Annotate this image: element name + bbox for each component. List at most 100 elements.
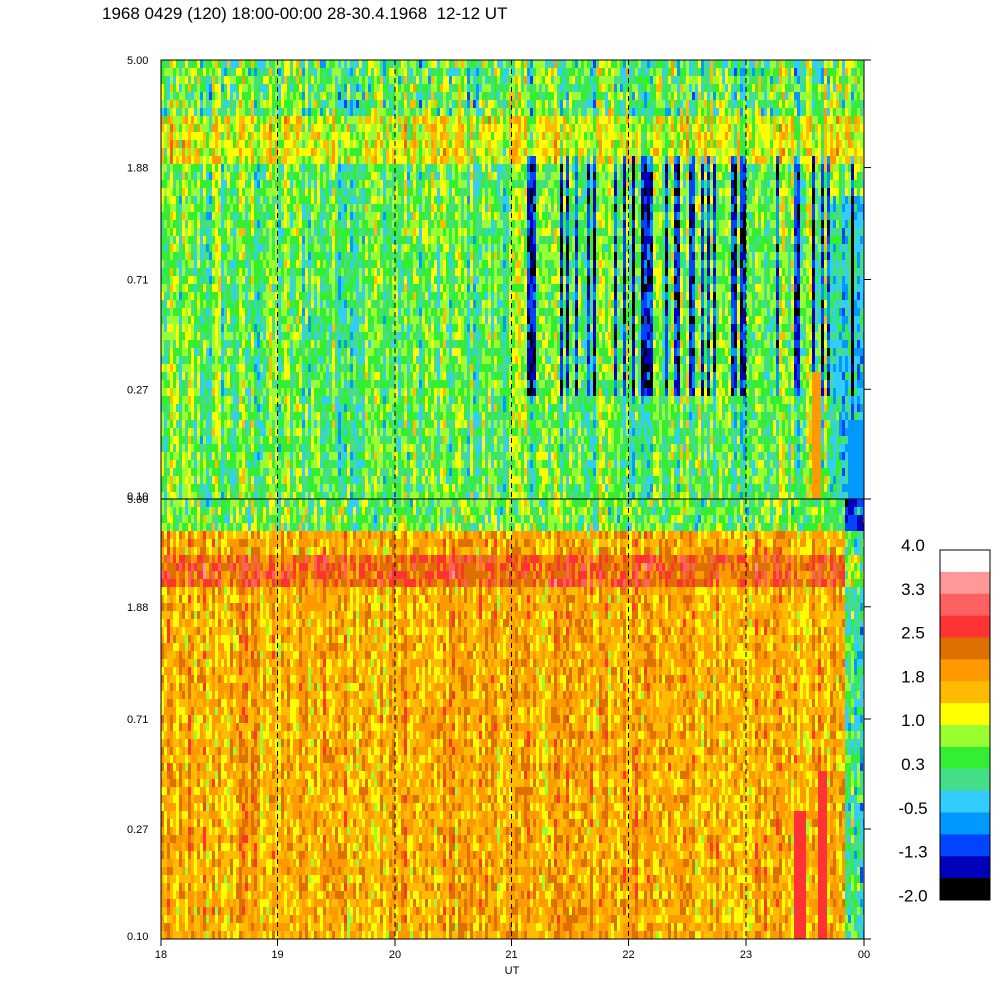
heatmap-cell: [203, 84, 207, 93]
heatmap-cell: [194, 460, 198, 469]
heatmap-cell: [272, 396, 276, 405]
heatmap-cell: [194, 436, 198, 445]
heatmap-cell: [230, 84, 234, 93]
heatmap-cell: [392, 108, 396, 117]
heatmap-cell: [239, 188, 243, 197]
heatmap-cell: [170, 260, 174, 269]
heatmap-cell: [266, 420, 270, 429]
heatmap-cell: [365, 140, 369, 149]
heatmap-cell: [275, 156, 279, 165]
heatmap-cell: [188, 84, 192, 93]
heatmap-cell: [332, 220, 336, 229]
heatmap-cell: [200, 164, 204, 173]
heatmap-cell: [329, 364, 333, 373]
heatmap-cell: [305, 444, 309, 453]
heatmap-cell: [191, 468, 195, 477]
heatmap-cell: [365, 356, 369, 365]
heatmap-cell: [368, 356, 372, 365]
heatmap-cell: [221, 372, 225, 381]
heatmap-cell: [251, 268, 255, 277]
heatmap-cell: [332, 268, 336, 277]
heatmap-cell: [224, 204, 228, 213]
heatmap-cell: [281, 220, 285, 229]
heatmap-cell: [314, 380, 318, 389]
heatmap-cell: [392, 236, 396, 245]
heatmap-cell: [326, 316, 330, 325]
heatmap-cell: [218, 476, 222, 485]
heatmap-cell: [221, 204, 225, 213]
heatmap-cell: [260, 300, 264, 309]
heatmap-cell: [356, 460, 360, 469]
heatmap-cell: [353, 396, 357, 405]
heatmap-cell: [212, 292, 216, 301]
heatmap-cell: [296, 76, 300, 85]
heatmap-cell: [236, 356, 240, 365]
heatmap-cell: [206, 460, 210, 469]
heatmap-cell: [302, 420, 306, 429]
heatmap-cell: [182, 100, 186, 109]
heatmap-cell: [389, 412, 393, 421]
heatmap-cell: [365, 220, 369, 229]
heatmap-cell: [314, 100, 318, 109]
heatmap-cell: [218, 260, 222, 269]
heatmap-cell: [185, 292, 189, 301]
heatmap-cell: [323, 228, 327, 237]
heatmap-cell: [404, 132, 408, 141]
heatmap-cell: [383, 412, 387, 421]
heatmap-cell: [242, 348, 246, 357]
heatmap-cell: [293, 124, 297, 133]
heatmap-cell: [209, 60, 213, 69]
heatmap-cell: [398, 436, 402, 445]
heatmap-cell: [428, 164, 432, 173]
heatmap-cell: [377, 68, 381, 77]
heatmap-cell: [371, 284, 375, 293]
heatmap-cell: [401, 428, 405, 437]
heatmap-cell: [239, 156, 243, 165]
heatmap-cell: [419, 260, 423, 269]
heatmap-cell: [308, 148, 312, 157]
heatmap-cell: [347, 300, 351, 309]
heatmap-cell: [335, 132, 339, 141]
heatmap-cell: [248, 180, 252, 189]
heatmap-cell: [188, 452, 192, 461]
heatmap-cell: [308, 284, 312, 293]
heatmap-cell: [293, 372, 297, 381]
heatmap-cell: [185, 324, 189, 333]
heatmap-cell: [191, 108, 195, 117]
heatmap-cell: [317, 348, 321, 357]
heatmap-cell: [377, 452, 381, 461]
heatmap-cell: [197, 292, 201, 301]
heatmap-cell: [380, 292, 384, 301]
heatmap-cell: [167, 476, 171, 485]
heatmap-cell: [404, 380, 408, 389]
heatmap-cell: [311, 252, 315, 261]
heatmap-cell: [233, 404, 237, 413]
heatmap-cell: [392, 476, 396, 485]
heatmap-cell: [422, 68, 426, 77]
heatmap-cell: [176, 100, 180, 109]
heatmap-cell: [290, 148, 294, 157]
heatmap-cell: [290, 268, 294, 277]
heatmap-cell: [269, 268, 273, 277]
heatmap-cell: [194, 68, 198, 77]
heatmap-cell: [269, 308, 273, 317]
heatmap-cell: [182, 92, 186, 101]
heatmap-cell: [188, 164, 192, 173]
heatmap-cell: [335, 180, 339, 189]
heatmap-cell: [407, 156, 411, 165]
heatmap-cell: [299, 428, 303, 437]
heatmap-cell: [329, 244, 333, 253]
heatmap-cell: [182, 132, 186, 141]
heatmap-cell: [203, 300, 207, 309]
heatmap-cell: [260, 204, 264, 213]
heatmap-cell: [239, 108, 243, 117]
heatmap-cell: [266, 124, 270, 133]
heatmap-cell: [218, 140, 222, 149]
heatmap-cell: [266, 436, 270, 445]
heatmap-cell: [350, 444, 354, 453]
heatmap-cell: [266, 316, 270, 325]
heatmap-cell: [182, 172, 186, 181]
heatmap-cell: [287, 260, 291, 269]
heatmap-cell: [251, 388, 255, 397]
heatmap-cell: [260, 268, 264, 277]
